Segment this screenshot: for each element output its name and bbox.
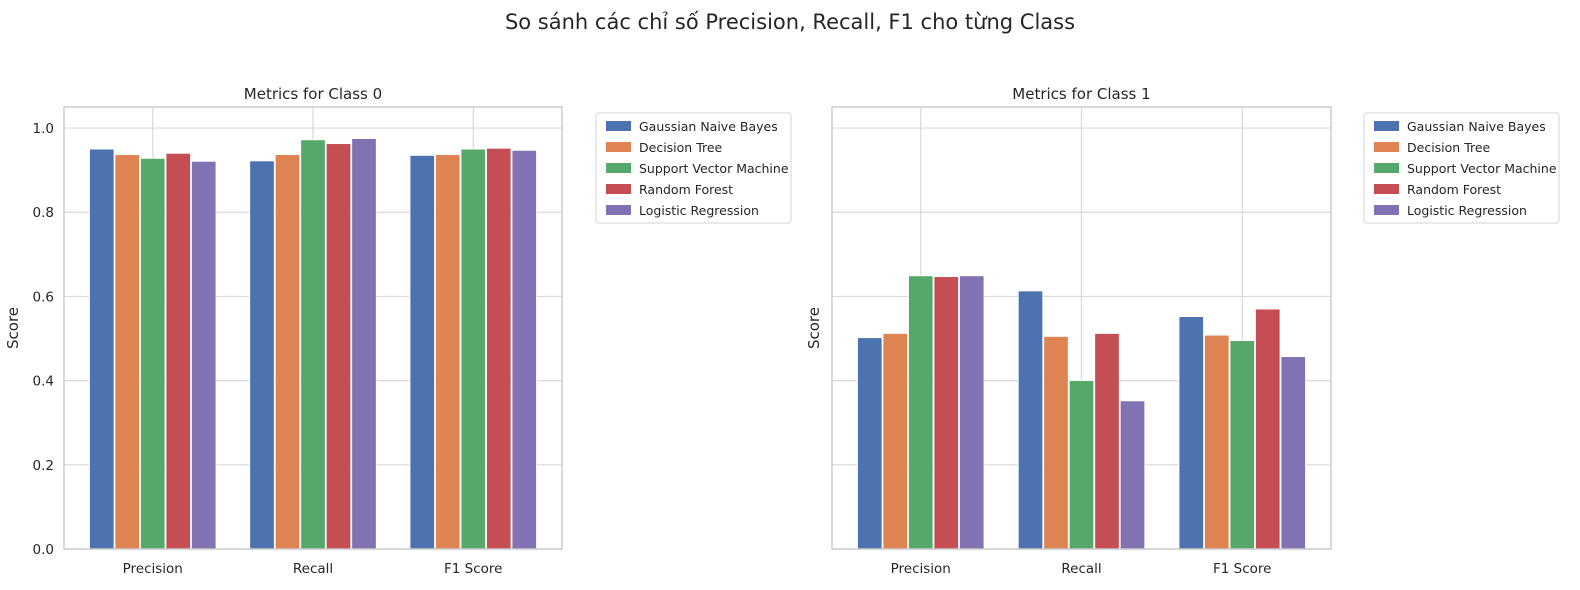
bar-support-vector-machine-recall: [1068, 380, 1095, 550]
bar-logistic-regression-recall: [1119, 400, 1146, 550]
legend-swatch: [606, 142, 631, 152]
legend-swatch: [1374, 184, 1399, 194]
legend-swatch: [606, 121, 631, 131]
bar-decision-tree-precision: [114, 154, 140, 550]
legend-label: Decision Tree: [639, 140, 723, 155]
x-tick-label: F1 Score: [444, 561, 502, 577]
legend-swatch: [1374, 142, 1399, 152]
chart-title: Metrics for Class 0: [244, 85, 382, 103]
bar-decision-tree-f1-score: [1204, 334, 1230, 550]
bar-logistic-regression-f1-score: [511, 149, 537, 550]
y-axis-label: Score: [4, 307, 22, 349]
bar-random-forest-f1-score: [486, 147, 512, 550]
bar-random-forest-precision: [165, 152, 191, 550]
legend-label: Support Vector Machine: [639, 161, 789, 176]
legend-label: Decision Tree: [1407, 140, 1491, 155]
bar-random-forest-f1-score: [1255, 308, 1281, 550]
legend-swatch: [606, 205, 631, 215]
legend-box: [595, 112, 792, 224]
bar-gaussian-naive-bayes-precision: [857, 337, 883, 550]
chart-panel-class-1: Precision Recall F1 Score Score Metrics for …: [805, 85, 1560, 577]
legend-swatch: [1374, 205, 1399, 215]
figure-suptitle: So sánh các chỉ số Precision, Recall, F1…: [505, 10, 1075, 34]
bar-gaussian-naive-bayes-recall: [1017, 290, 1044, 550]
bar-decision-tree-recall: [274, 154, 301, 550]
plot-frame: [831, 106, 1332, 550]
bar-random-forest-recall: [1094, 333, 1120, 550]
legend-label: Random Forest: [639, 182, 733, 197]
y-tick-label: 0.2: [33, 458, 54, 474]
legend-label: Gaussian Naive Bayes: [1407, 119, 1546, 134]
y-tick-label: 0.0: [33, 542, 54, 558]
bar-support-vector-machine-f1-score: [1229, 340, 1255, 550]
x-tick-label: F1 Score: [1213, 561, 1271, 577]
y-tick-label: 0.4: [33, 374, 54, 390]
legend-label: Support Vector Machine: [1407, 161, 1557, 176]
chart-title: Metrics for Class 1: [1012, 85, 1150, 103]
x-tick-label: Precision: [123, 561, 183, 577]
x-tick-label: Precision: [891, 561, 951, 577]
chart-panel-class-0: 0.0 0.2 0.4 0.6 0.8 1.0 Precision Recall F1 Scor…: [4, 85, 792, 577]
bar-support-vector-machine-precision: [908, 275, 934, 550]
plot-frame: [63, 106, 563, 550]
y-tick-label: 0.6: [33, 289, 54, 305]
x-tick-label: Recall: [1061, 561, 1101, 577]
legend-label: Gaussian Naive Bayes: [639, 119, 778, 134]
legend-label: Logistic Regression: [1407, 203, 1527, 218]
legend: Gaussian Naive Bayes Decision Tree Support…: [595, 112, 792, 224]
y-tick-label: 1.0: [33, 121, 54, 137]
bar-decision-tree-precision: [882, 333, 908, 550]
bar-support-vector-machine-f1-score: [460, 148, 486, 550]
legend-label: Random Forest: [1407, 182, 1501, 197]
legend-box: [1363, 112, 1560, 224]
bar-random-forest-recall: [325, 143, 352, 550]
bar-support-vector-machine-precision: [140, 157, 166, 550]
legend-swatch: [606, 184, 631, 194]
bar-logistic-regression-precision: [191, 160, 217, 550]
legend-swatch: [606, 163, 631, 173]
legend: Gaussian Naive Bayes Decision Tree Support…: [1363, 112, 1560, 224]
bar-decision-tree-recall: [1043, 336, 1069, 550]
bar-gaussian-naive-bayes-f1-score: [409, 155, 435, 550]
bar-gaussian-naive-bayes-precision: [89, 148, 115, 550]
bar-logistic-regression-f1-score: [1280, 356, 1306, 550]
legend-swatch: [1374, 121, 1399, 131]
y-axis-label: Score: [805, 307, 823, 349]
bar-decision-tree-f1-score: [435, 154, 461, 550]
bar-random-forest-precision: [933, 276, 959, 550]
legend-swatch: [1374, 163, 1399, 173]
bar-logistic-regression-precision: [959, 275, 985, 550]
bar-support-vector-machine-recall: [300, 139, 326, 550]
x-tick-label: Recall: [293, 561, 333, 577]
legend-label: Logistic Regression: [639, 203, 759, 218]
y-tick-label: 0.8: [33, 205, 54, 221]
bar-gaussian-naive-bayes-recall: [249, 160, 275, 550]
bar-gaussian-naive-bayes-f1-score: [1178, 316, 1204, 550]
bar-logistic-regression-recall: [351, 138, 377, 550]
